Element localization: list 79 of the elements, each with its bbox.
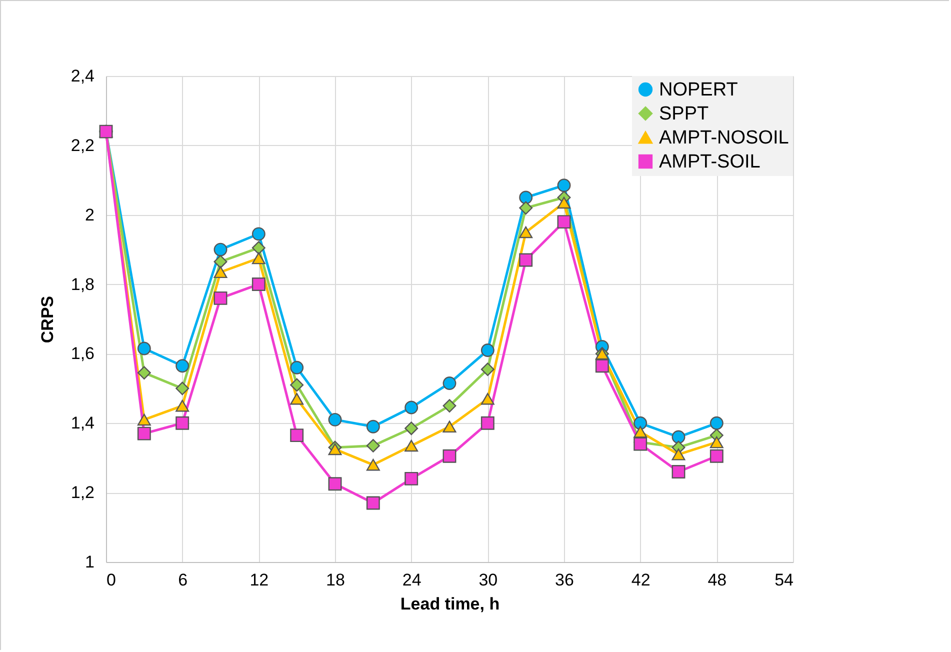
point	[366, 458, 380, 471]
point	[557, 178, 571, 192]
point	[404, 440, 418, 452]
point	[710, 416, 724, 430]
point	[328, 412, 342, 426]
point	[519, 253, 533, 267]
y-tick-label: 1,6	[70, 344, 94, 364]
point	[176, 359, 190, 373]
y-tick-label: 1,8	[70, 274, 94, 294]
point	[519, 190, 533, 204]
legend-label: AMPT-SOIL	[659, 152, 760, 172]
point	[366, 438, 380, 452]
point	[480, 362, 494, 376]
point	[366, 420, 380, 434]
point	[404, 472, 418, 486]
point	[557, 215, 571, 229]
point	[214, 242, 228, 256]
x-tick-label: 6	[178, 570, 188, 590]
x-tick-label: 42	[631, 570, 650, 590]
point	[214, 266, 228, 278]
y-tick-label: 1,2	[70, 483, 94, 502]
point	[290, 428, 304, 442]
point	[442, 376, 456, 390]
y-tick-label: 1,4	[70, 414, 94, 433]
x-tick-label: 0	[106, 570, 116, 590]
point	[404, 422, 418, 436]
point	[176, 400, 190, 412]
point	[252, 278, 266, 292]
point	[404, 400, 418, 414]
x-tick-label: 18	[326, 570, 345, 590]
point	[442, 449, 456, 463]
y-tick-label: 2	[85, 205, 94, 224]
point	[176, 416, 190, 430]
point	[710, 449, 724, 463]
point	[137, 366, 151, 380]
x-tick-label: 54	[774, 570, 794, 590]
point	[252, 241, 266, 255]
point	[519, 201, 533, 215]
point	[214, 291, 228, 305]
point	[480, 416, 494, 430]
point	[290, 378, 304, 392]
point	[214, 254, 228, 268]
point	[480, 344, 494, 357]
y-axis-title: CRPS	[38, 296, 57, 344]
point	[328, 477, 342, 491]
point	[710, 436, 724, 448]
point	[252, 252, 266, 264]
point	[442, 420, 456, 433]
y-tick-label: 2,4	[70, 66, 94, 86]
x-tick-label: 30	[478, 570, 498, 590]
point	[366, 496, 380, 510]
point	[328, 443, 342, 456]
point	[442, 399, 456, 413]
legend-label: NOPERT	[659, 80, 738, 100]
point	[595, 359, 609, 373]
x-tick-label: 48	[708, 570, 727, 590]
point	[634, 416, 648, 430]
point	[137, 414, 151, 426]
legend-label: AMPT-NOSOIL	[659, 128, 789, 148]
legend-label: SPPT	[659, 104, 710, 124]
point	[137, 342, 151, 356]
point	[252, 227, 266, 241]
point	[480, 392, 494, 405]
point	[290, 392, 304, 405]
x-tick-label: 24	[402, 570, 422, 590]
point	[672, 465, 686, 478]
y-tick-label: 2,2	[70, 136, 94, 155]
point	[290, 360, 304, 374]
y-tick-label: 1	[85, 552, 94, 572]
point	[672, 448, 686, 460]
point	[137, 426, 151, 440]
x-tick-label: 12	[250, 570, 269, 590]
point	[176, 382, 190, 396]
x-axis-title: Lead time, h	[400, 594, 500, 614]
point	[557, 196, 571, 209]
point	[519, 226, 533, 238]
x-tick-label: 36	[555, 570, 574, 590]
point	[634, 426, 648, 438]
point	[672, 430, 686, 444]
